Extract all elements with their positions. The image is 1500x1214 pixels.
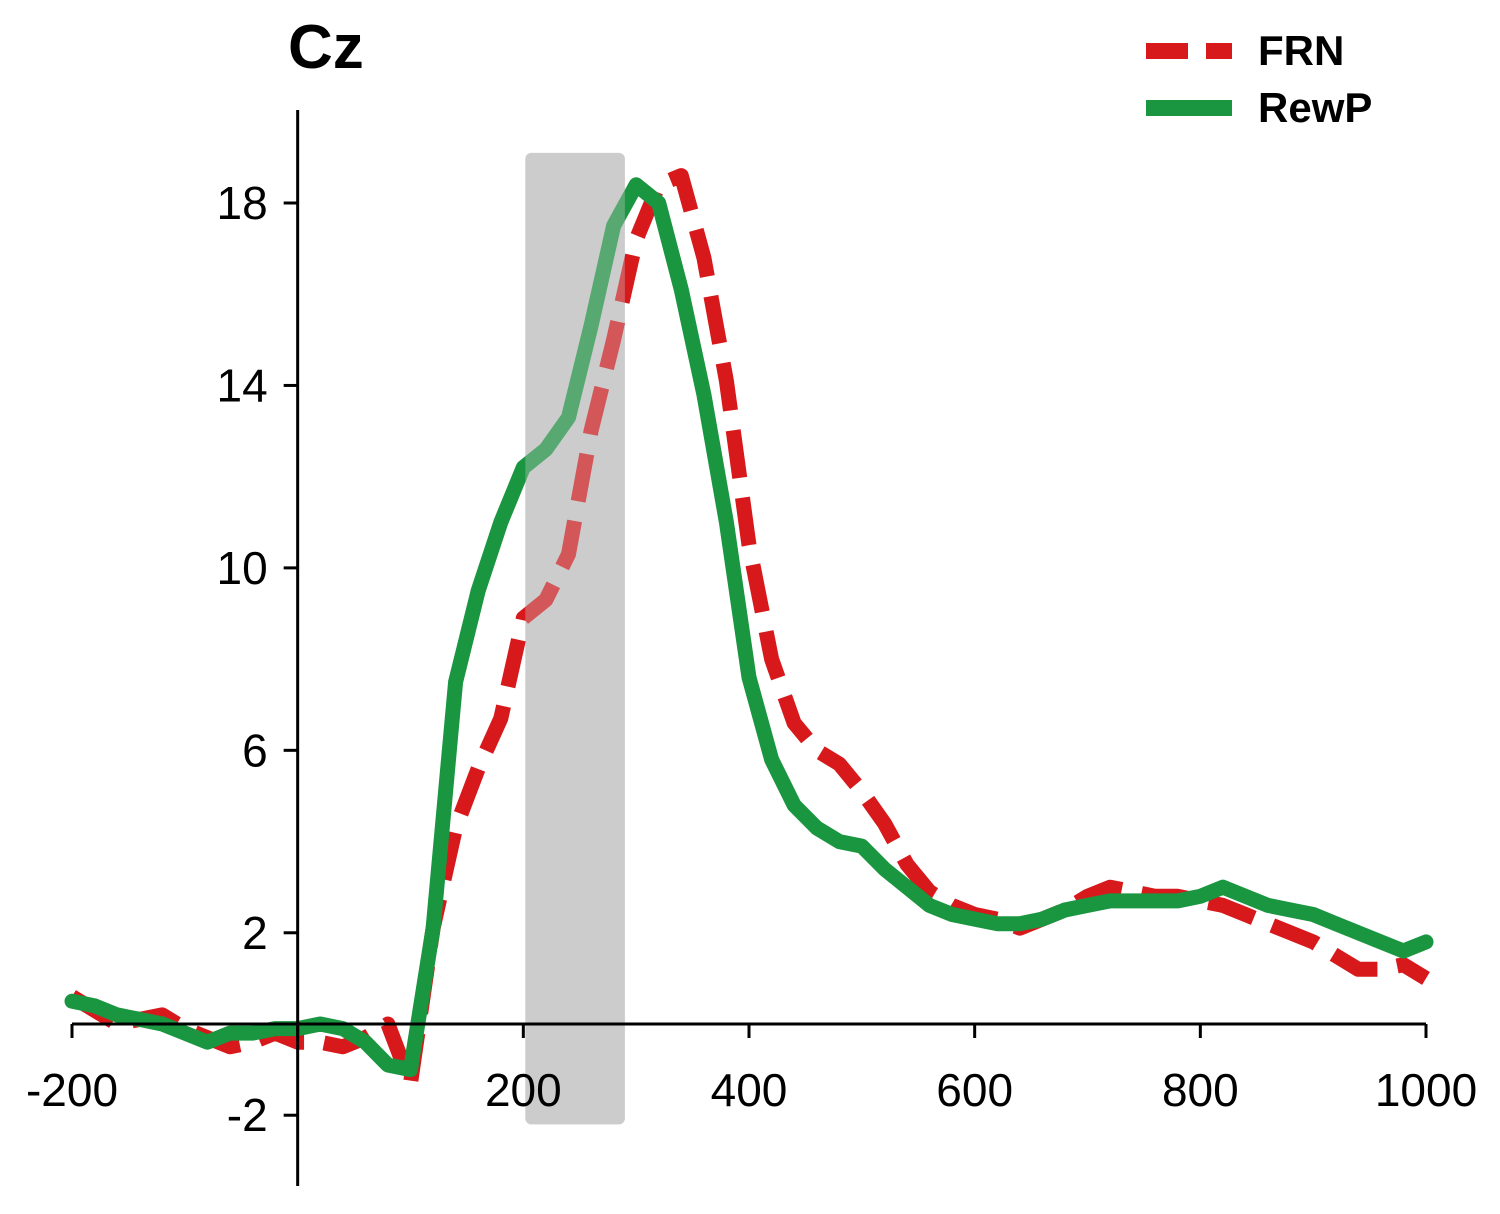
x-tick-label: 400 xyxy=(711,1064,788,1116)
x-tick-label: 1000 xyxy=(1375,1064,1477,1116)
legend-label-rewp: RewP xyxy=(1258,84,1372,131)
y-tick-label: -2 xyxy=(227,1089,268,1141)
x-tick-label: 600 xyxy=(936,1064,1013,1116)
x-tick-label: 200 xyxy=(485,1064,562,1116)
y-tick-label: 14 xyxy=(216,359,267,411)
analysis-window-overlay xyxy=(525,152,625,1125)
chart-title: Cz xyxy=(288,13,364,82)
x-tick-label: -200 xyxy=(26,1064,118,1116)
x-tick-label: 800 xyxy=(1162,1064,1239,1116)
series-line-rewp xyxy=(64,177,1434,1078)
legend-label-frn: FRN xyxy=(1258,27,1344,74)
y-tick-label: 2 xyxy=(242,907,268,959)
y-tick-label: 10 xyxy=(216,542,267,594)
y-tick-label: 6 xyxy=(242,724,268,776)
y-tick-label: 18 xyxy=(216,177,267,229)
